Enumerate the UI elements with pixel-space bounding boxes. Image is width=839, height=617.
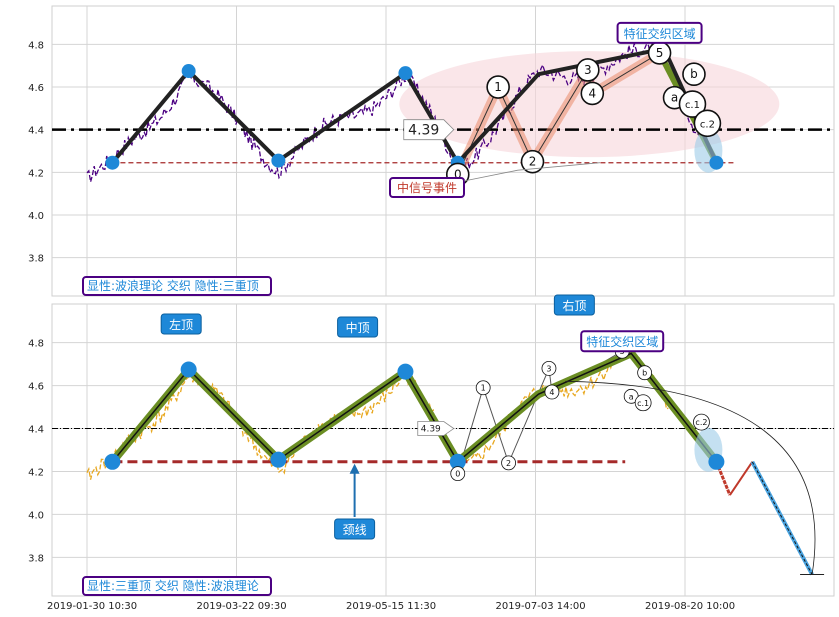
bottom-neckline-arrowhead (349, 463, 360, 474)
top-wave-label: 0 (454, 167, 462, 181)
top-wave-marker (693, 109, 722, 138)
top-wave-marker (486, 75, 510, 99)
top-wave-label: 3 (584, 63, 592, 77)
top-pattern-marker (181, 64, 196, 79)
top-caption: 显性:波浪理论 交织 隐性:三重顶 (87, 278, 259, 293)
bottom-label-box-left-top (160, 313, 202, 335)
x-axis: 2019-01-30 10:30 2019-03-22 09:30 2019-05-… (47, 601, 735, 612)
bottom-label-box-middle-top (337, 316, 379, 338)
top-y-tick-label: 4.0 (28, 211, 44, 222)
x-tick-label: 2019-01-30 10:30 (47, 601, 137, 612)
bottom-wave-marker (693, 413, 710, 431)
bottom-wave-marker (475, 380, 491, 396)
bottom-pattern-marker (270, 451, 287, 468)
bottom-feature-zone-label: 特征交织区域 (586, 334, 658, 349)
bottom-projection-arc (565, 380, 816, 575)
top-wave-label: 4 (588, 86, 596, 100)
bottom-price-series (86, 344, 669, 480)
top-wave-marker (580, 81, 605, 106)
bottom-y-tick-label: 4.0 (28, 510, 44, 521)
top-wave-marker (520, 149, 545, 174)
bottom-label-box-right-top (553, 294, 595, 316)
top-wave-line (457, 52, 660, 175)
top-panel: 4.8 4.6 4.4 4.2 4.0 3.8 0 1 2 3 4 5 ab c.1c.2 4.39 特征交织… (28, 5, 835, 297)
bottom-price-tag-box (417, 421, 455, 436)
top-wave-label: a (671, 91, 678, 105)
bottom-pattern-line (111, 352, 717, 463)
bottom-wave-label: c.2 (695, 418, 707, 427)
bottom-wave-label: 2 (506, 459, 511, 468)
bottom-pattern-marker (397, 363, 414, 380)
bottom-pattern-marker (449, 453, 466, 470)
bottom-wave-label: 1 (481, 384, 486, 393)
top-wave-label: c.2 (700, 119, 715, 130)
top-pattern-marker (271, 153, 286, 168)
bottom-wave-label: 0 (455, 470, 460, 479)
bottom-label-left-top: 左顶 (169, 317, 193, 332)
top-wave-label: 1 (494, 80, 502, 94)
bottom-wave-marker (501, 455, 516, 471)
top-pattern-line (110, 46, 719, 165)
bottom-feature-zone-box (580, 330, 665, 353)
bottom-pattern-marker (180, 361, 197, 378)
bottom-label-right-top: 右顶 (562, 298, 586, 313)
top-wave-marker (576, 58, 600, 82)
bottom-y-tick-label: 4.6 (28, 382, 44, 393)
bottom-y-tick-label: 4.2 (28, 467, 44, 478)
top-pattern-marker (398, 66, 413, 81)
bottom-wave-marker (637, 365, 653, 381)
top-y-tick-label: 4.4 (28, 126, 44, 137)
top-y-tick-label: 4.8 (28, 40, 44, 51)
top-signal-label: 中信号事件 (397, 180, 457, 195)
bottom-wave-label: b (642, 369, 647, 378)
top-signal-box (389, 177, 465, 198)
top-wave-label: b (690, 67, 698, 81)
bottom-pattern-marker (708, 453, 725, 470)
x-tick-label: 2019-07-03 14:00 (496, 601, 586, 612)
x-tick-label: 2019-08-20 10:00 (645, 601, 735, 612)
bottom-wave-marker (450, 466, 466, 482)
top-signal-arrow (463, 162, 601, 182)
bottom-wave-marker (544, 384, 560, 400)
bottom-pattern-marker (104, 453, 121, 470)
top-wave-marker (678, 90, 707, 118)
bottom-label-middle-top: 中顶 (346, 320, 370, 335)
bottom-y-tick-label: 3.8 (28, 553, 44, 564)
x-tick-label: 2019-05-15 11:30 (346, 601, 436, 612)
bottom-wave-label: a (629, 392, 634, 401)
bottom-wave-marker (541, 361, 557, 376)
top-wave-label: 5 (656, 46, 664, 60)
bottom-projection-target-dash (751, 461, 813, 575)
bottom-caption-box (82, 576, 272, 596)
top-y-tick-label: 4.6 (28, 83, 44, 94)
top-pattern-marker (105, 155, 120, 170)
bottom-y-tick-label: 4.8 (28, 339, 44, 350)
top-caption-box (82, 276, 272, 296)
top-y-tick-label: 3.8 (28, 254, 44, 265)
bottom-caption: 显性:三重顶 交织 隐性:波浪理论 (87, 578, 259, 593)
bottom-y-tick-label: 4.4 (28, 425, 44, 436)
top-y-tick-label: 4.2 (28, 168, 44, 179)
top-wave-marker (682, 62, 706, 87)
top-pattern-marker (709, 155, 724, 170)
top-wave-label: 2 (529, 155, 537, 169)
bottom-panel: 4.84.64.44.24.03.8012345abc.1c.24.39特征交织… (28, 294, 835, 597)
bottom-label-neckline: 颈线 (343, 523, 367, 537)
top-feature-zone-box (616, 21, 703, 44)
bottom-projection-rebound (729, 461, 754, 496)
top-price-tag-box (403, 119, 455, 141)
bottom-label-box-neckline (334, 518, 376, 540)
bottom-price-tag: 4.39 (421, 425, 441, 435)
bottom-wave-marker (634, 394, 652, 412)
top-feature-zone-label: 特征交织区域 (624, 26, 696, 41)
x-tick-label: 2019-03-22 09:30 (197, 601, 287, 612)
bottom-wave-label: 4 (549, 388, 554, 397)
top-price-tag: 4.39 (408, 123, 439, 139)
bottom-wave-label: 3 (546, 364, 551, 373)
bottom-wave-label: c.1 (637, 399, 649, 408)
top-wave-label: c.1 (685, 100, 700, 111)
